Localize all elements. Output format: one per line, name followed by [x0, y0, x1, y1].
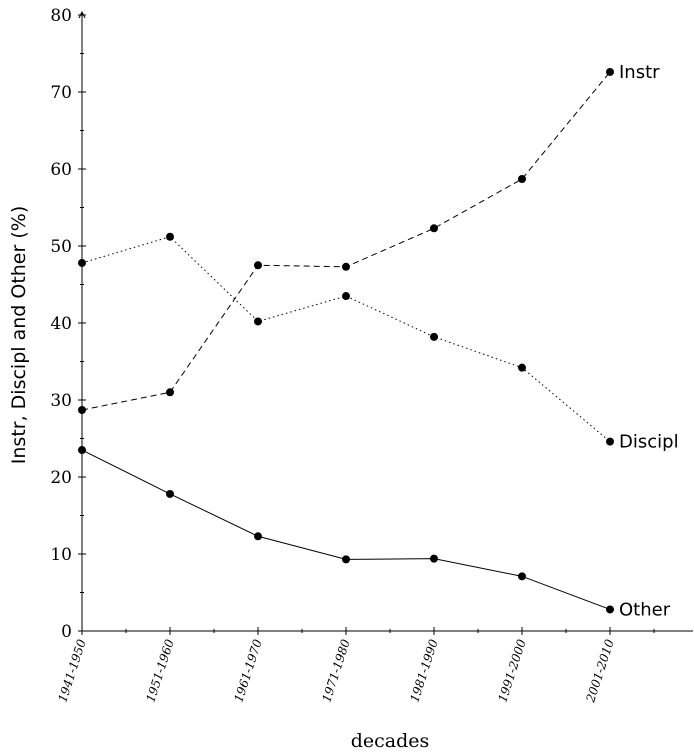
data-point-other	[518, 572, 526, 581]
data-point-discipl	[342, 292, 350, 301]
y-tick-label: 60	[50, 160, 72, 180]
data-point-instr	[518, 175, 526, 184]
y-tick-label: 0	[61, 622, 72, 642]
x-tick-label: 1951-1960	[143, 637, 177, 704]
x-axis-title: decades	[351, 730, 430, 752]
data-point-instr	[430, 224, 438, 233]
y-tick-label: 50	[50, 237, 72, 257]
series-label-instr: Instr	[619, 62, 660, 83]
x-tick-label: 1971-1980	[319, 637, 353, 704]
x-tick-label: 1991-2000	[495, 637, 529, 704]
series-layer	[78, 67, 614, 614]
data-point-discipl	[606, 437, 614, 446]
y-tick-label: 40	[50, 314, 72, 334]
data-point-other	[78, 446, 86, 455]
y-tick-label: 10	[50, 545, 72, 565]
x-tick-label: 2001-2010	[583, 637, 617, 705]
axes: 0 10 20 30 40 50 60 70 80 1941-1950 1951-1960 1961-…	[50, 6, 693, 705]
data-point-discipl	[518, 363, 526, 372]
data-point-other	[606, 605, 614, 614]
data-point-other	[166, 489, 174, 498]
data-point-other	[254, 532, 262, 541]
data-point-instr	[78, 406, 86, 415]
data-point-instr	[166, 388, 174, 397]
data-point-instr	[606, 67, 614, 76]
series-line-instr	[81, 71, 611, 411]
data-point-discipl	[78, 258, 86, 267]
series-label-discipl: Discipl	[619, 432, 679, 453]
series-label-other: Other	[619, 599, 671, 620]
y-tick-label: 80	[50, 6, 72, 26]
y-tick-label: 30	[50, 391, 72, 411]
data-point-instr	[342, 262, 350, 271]
data-point-discipl	[166, 232, 174, 241]
x-tick-label: 1941-1950	[55, 637, 89, 704]
y-tick-label: 70	[50, 83, 72, 103]
data-point-instr	[254, 261, 262, 270]
data-point-other	[342, 555, 350, 564]
y-axis-arrow-icon	[78, 10, 86, 19]
x-tick-label: 1981-1990	[407, 637, 441, 704]
data-point-discipl	[254, 317, 262, 326]
series-line-other	[81, 449, 611, 610]
y-axis-title: Instr, Discipl and Other (%)	[8, 206, 30, 464]
data-point-other	[430, 554, 438, 563]
labels-layer: Instr Discipl Other	[619, 62, 679, 620]
data-point-discipl	[430, 332, 438, 341]
x-tick-label: 1961-1970	[231, 637, 265, 704]
y-tick-label: 20	[50, 468, 72, 488]
